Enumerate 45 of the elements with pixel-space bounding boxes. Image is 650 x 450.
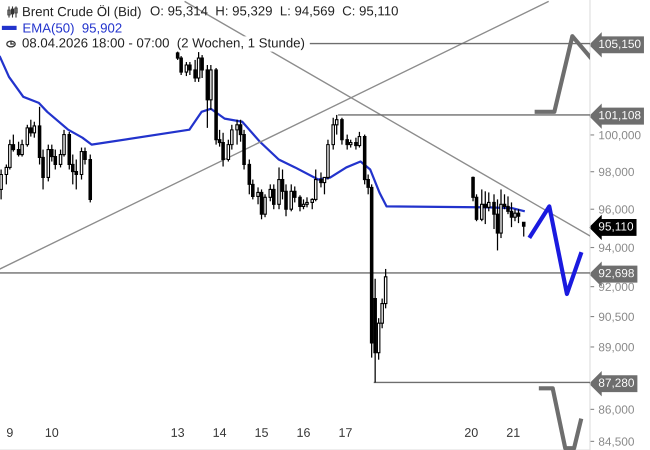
x-tick-label: 16: [297, 428, 310, 437]
y-tick-label: 101,108: [599, 110, 640, 121]
candlestick: [513, 208, 517, 222]
candlestick: [522, 221, 526, 238]
y-tick-label: 92,000: [598, 282, 634, 292]
candlestick: [302, 198, 306, 210]
candlestick: [331, 117, 335, 150]
line-series: [0, 56, 525, 212]
candlestick: [496, 198, 500, 252]
y-tick-label: 95,110: [598, 222, 634, 232]
candlestick: [358, 131, 362, 148]
chart-subtitle: O: 95,314 H: 95,329 L: 94,569 C: 95,110: [150, 6, 398, 18]
y-tick-label: 92,698: [598, 268, 634, 279]
annotation: 08.04.2026 18:00 - 07:00 (2 Wochen, 1 Stunde): [22, 38, 304, 50]
candlestick: [54, 148, 58, 170]
x-tick-label: 14: [214, 428, 226, 437]
candlestick: [483, 190, 488, 225]
y-tick-label: 96,000: [598, 205, 634, 216]
x-tick-label: 10: [46, 428, 58, 437]
x-tick-label: 21: [506, 428, 520, 437]
y-tick-label: 100,000: [599, 130, 641, 141]
legend-label: EMA(50) 95,902: [24, 22, 122, 36]
candlestick: [193, 59, 197, 83]
y-tick-label: 90,500: [598, 312, 634, 322]
candlestick: [345, 134, 349, 150]
y-tick-label: 98,000: [598, 168, 634, 178]
y-tick-label: 89,000: [598, 343, 634, 353]
x-tick-label: 20: [464, 428, 478, 437]
candlestick: [235, 119, 239, 146]
candlestick: [32, 121, 36, 138]
y-tick-label: 94,000: [598, 244, 634, 254]
y-tick-label: 84,500: [598, 437, 634, 448]
x-tick-label: 9: [6, 428, 13, 437]
candlestick: [516, 208, 520, 224]
line-series: [528, 204, 583, 296]
candlestick: [16, 141, 20, 158]
y-tick-label: 87,280: [598, 378, 634, 388]
x-tick-label: 15: [256, 428, 268, 437]
chart-title: Brent Crude Öl (Bid): [23, 5, 141, 19]
y-tick-label: 105,150: [599, 40, 641, 50]
candlestick: [188, 61, 192, 76]
candlestick: [260, 188, 264, 220]
x-tick-label: 13: [172, 428, 184, 437]
x-tick-label: 17: [339, 428, 352, 437]
y-tick-label: 86,000: [598, 405, 634, 416]
